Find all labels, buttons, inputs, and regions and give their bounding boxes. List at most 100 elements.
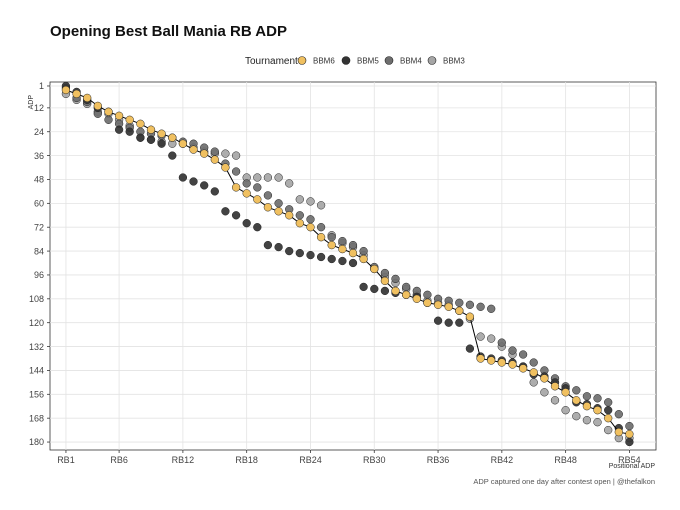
y-axis-ticks: 1 12 24 36 48 60 72 84 96 108 120 132 144 156 168 180 bbox=[29, 81, 50, 447]
point-bbm4 bbox=[518, 350, 528, 359]
point-bbm6 bbox=[444, 302, 453, 311]
y-tick-label: 36 bbox=[34, 151, 44, 161]
point-bbm4 bbox=[242, 179, 251, 188]
point-bbm6 bbox=[210, 155, 219, 164]
point-bbm5 bbox=[327, 254, 336, 264]
chart-title: Opening Best Ball Mania RB ADP bbox=[50, 23, 287, 40]
y-tick-label: 180 bbox=[29, 437, 44, 447]
point-bbm6 bbox=[593, 406, 602, 415]
y-tick-label: 48 bbox=[34, 175, 44, 185]
legend-marker-bbm6 bbox=[297, 56, 307, 65]
point-bbm6 bbox=[391, 286, 400, 296]
point-bbm3 bbox=[231, 151, 241, 160]
point-bbm6 bbox=[423, 298, 432, 307]
point-bbm6 bbox=[604, 414, 613, 423]
point-bbm6 bbox=[348, 248, 358, 258]
point-bbm3 bbox=[253, 173, 262, 182]
y-tick-label: 24 bbox=[34, 127, 44, 137]
y-tick-label: 108 bbox=[29, 294, 44, 304]
point-bbm4 bbox=[465, 300, 475, 309]
point-bbm3 bbox=[221, 149, 230, 158]
point-bbm6 bbox=[433, 300, 443, 309]
point-bbm6 bbox=[508, 360, 517, 369]
point-bbm5 bbox=[125, 127, 134, 136]
point-bbm6 bbox=[487, 356, 496, 365]
point-bbm6 bbox=[83, 93, 92, 103]
y-tick-label: 84 bbox=[34, 246, 44, 256]
point-bbm4 bbox=[253, 183, 262, 192]
point-bbm4 bbox=[380, 268, 390, 278]
point-bbm4 bbox=[582, 392, 592, 401]
point-bbm5 bbox=[380, 286, 390, 296]
caption: ADP captured one day after contest open … bbox=[473, 477, 655, 486]
point-bbm6 bbox=[561, 388, 570, 397]
point-bbm6 bbox=[125, 115, 134, 124]
point-bbm4 bbox=[529, 358, 538, 367]
legend: Tournament BBM6 BBM5 BBM4 BBM3 bbox=[245, 56, 465, 67]
point-bbm4 bbox=[497, 338, 506, 347]
point-bbm6 bbox=[380, 276, 390, 286]
y-tick-label: 96 bbox=[34, 270, 44, 280]
point-bbm5 bbox=[178, 173, 188, 182]
point-bbm6 bbox=[529, 368, 538, 377]
point-bbm3 bbox=[561, 406, 570, 415]
point-bbm4 bbox=[391, 274, 400, 284]
point-bbm6 bbox=[306, 223, 315, 232]
x-tick-label: RB24 bbox=[299, 455, 322, 465]
point-bbm4 bbox=[348, 240, 358, 250]
point-bbm6 bbox=[114, 111, 124, 120]
point-bbm4 bbox=[625, 421, 634, 431]
point-bbm4 bbox=[104, 115, 113, 124]
point-bbm6 bbox=[136, 119, 145, 128]
point-bbm3 bbox=[263, 173, 273, 182]
point-bbm3 bbox=[582, 416, 592, 425]
point-bbm4 bbox=[423, 290, 432, 299]
point-bbm4 bbox=[487, 304, 496, 313]
point-bbm4 bbox=[572, 386, 581, 395]
point-bbm6 bbox=[582, 402, 592, 411]
point-bbm6 bbox=[316, 233, 326, 242]
y-tick-label: 168 bbox=[29, 413, 44, 423]
legend-label-bbm5: BBM5 bbox=[357, 57, 379, 66]
y-tick-label: 120 bbox=[29, 318, 44, 328]
point-bbm5 bbox=[210, 187, 219, 196]
point-bbm3 bbox=[487, 334, 496, 343]
point-bbm6 bbox=[455, 306, 464, 315]
point-bbm3 bbox=[593, 418, 602, 427]
point-bbm5 bbox=[274, 242, 283, 252]
y-tick-label: 72 bbox=[34, 222, 44, 232]
point-bbm5 bbox=[295, 248, 304, 258]
point-bbm4 bbox=[210, 147, 219, 156]
point-bbm4 bbox=[402, 282, 411, 292]
x-tick-label: RB54 bbox=[618, 455, 641, 465]
point-bbm6 bbox=[550, 382, 560, 391]
y-tick-label: 132 bbox=[29, 342, 44, 352]
point-bbm5 bbox=[136, 133, 145, 142]
legend-marker-bbm3 bbox=[427, 56, 437, 65]
point-bbm4 bbox=[327, 233, 336, 242]
point-bbm6 bbox=[242, 189, 251, 198]
point-bbm5 bbox=[114, 125, 124, 134]
point-bbm3 bbox=[529, 378, 538, 387]
point-bbm6 bbox=[221, 163, 230, 172]
point-bbm6 bbox=[476, 354, 485, 363]
point-bbm4 bbox=[263, 191, 273, 200]
legend-label-bbm4: BBM4 bbox=[400, 57, 422, 66]
legend-label-bbm3: BBM3 bbox=[443, 57, 465, 66]
legend-marker-bbm5 bbox=[341, 56, 351, 65]
point-bbm6 bbox=[157, 129, 166, 138]
point-bbm5 bbox=[604, 406, 613, 415]
point-bbm6 bbox=[465, 312, 475, 321]
point-bbm5 bbox=[625, 437, 634, 447]
y-axis-label: ADP bbox=[28, 95, 35, 110]
point-bbm3 bbox=[295, 195, 304, 204]
point-bbm6 bbox=[572, 396, 581, 405]
point-bbm5 bbox=[221, 207, 230, 216]
point-bbm6 bbox=[540, 374, 549, 383]
point-bbm6 bbox=[412, 294, 421, 303]
point-bbm3 bbox=[316, 201, 326, 210]
point-bbm4 bbox=[338, 236, 347, 246]
point-bbm3 bbox=[540, 388, 549, 397]
point-bbm4 bbox=[274, 199, 283, 208]
